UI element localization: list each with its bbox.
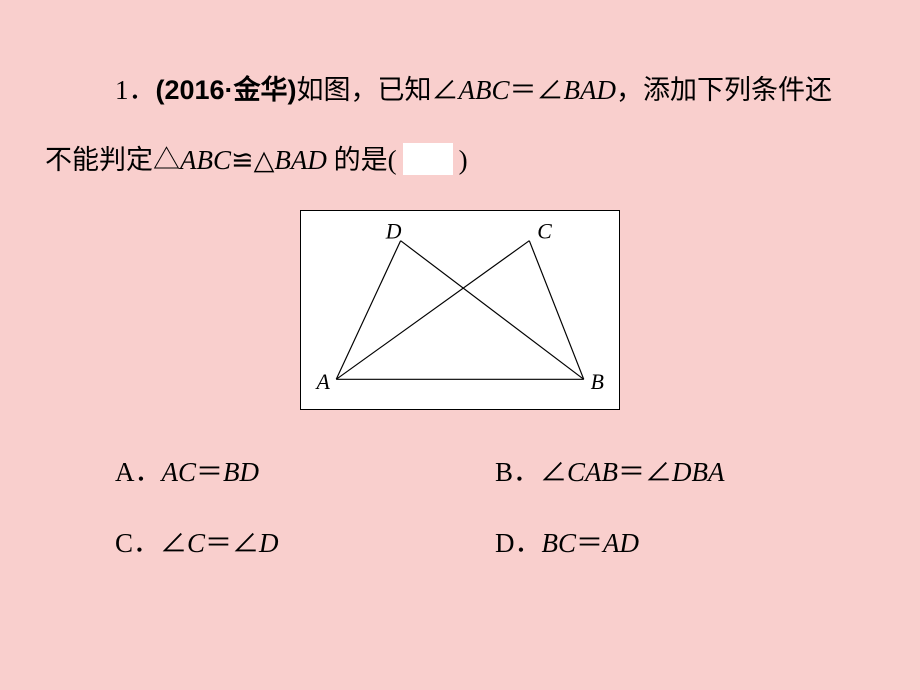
- label-d: D: [385, 220, 402, 244]
- options: A．AC＝BD B．∠CAB＝∠DBA C．∠C＝∠D D．BC＝AD: [115, 450, 875, 592]
- option-b-v1: CAB: [567, 457, 618, 487]
- option-a[interactable]: A．AC＝BD: [115, 450, 495, 489]
- option-d-mid: ＝: [576, 528, 603, 558]
- option-b-letter: B．: [495, 457, 540, 487]
- stem-line2b: 的是(: [327, 145, 397, 175]
- stem-part2: ，添加下列条件还: [616, 75, 832, 105]
- q-source-prefix: (2016·: [156, 75, 234, 105]
- option-a-mid: ＝: [196, 457, 223, 487]
- option-d-letter: D．: [495, 528, 542, 558]
- option-b-v2: DBA: [672, 457, 724, 487]
- q-number: 1．: [115, 75, 156, 105]
- option-a-v1: AC: [162, 457, 197, 487]
- option-row-2: C．∠C＝∠D D．BC＝AD: [115, 521, 875, 560]
- option-d-v1: BC: [542, 528, 577, 558]
- edge-ad: [336, 241, 400, 380]
- stem-line2a: 不能判定△: [45, 145, 180, 175]
- diagram-lines: [336, 241, 584, 380]
- option-b[interactable]: B．∠CAB＝∠DBA: [495, 450, 875, 489]
- option-d-v2: AD: [603, 528, 639, 558]
- option-c-v2: D: [259, 528, 279, 558]
- stem-var2: BAD: [564, 75, 616, 105]
- label-c: C: [537, 220, 552, 244]
- label-b: B: [591, 370, 604, 394]
- stem-close: ): [459, 145, 468, 175]
- stem-cong: ≌: [231, 145, 254, 175]
- page: 1．(2016·金华)如图，已知∠ABC＝∠BAD，添加下列条件还 不能判定△A…: [0, 0, 920, 690]
- answer-blank[interactable]: [403, 143, 453, 175]
- option-c-pre: ∠: [160, 528, 187, 558]
- option-c-letter: C．: [115, 528, 160, 558]
- label-a: A: [314, 370, 330, 394]
- q-source-suffix: ): [288, 75, 297, 105]
- stem-var4: BAD: [274, 145, 326, 175]
- stem-eq: ＝: [510, 75, 537, 105]
- option-c-v1: C: [187, 528, 205, 558]
- edge-ac: [336, 241, 529, 380]
- stem-ang2: ∠: [537, 75, 564, 105]
- option-c-mid: ＝∠: [205, 528, 259, 558]
- option-d[interactable]: D．BC＝AD: [495, 521, 875, 560]
- option-b-pre: ∠: [540, 457, 567, 487]
- q-source-place: 金华: [234, 75, 288, 105]
- triangle-diagram: A B C D: [301, 211, 619, 409]
- stem-var1: ABC: [459, 75, 510, 105]
- stem-part1: 如图，已知∠: [297, 75, 459, 105]
- stem-tri2: △: [254, 145, 275, 175]
- option-b-mid: ＝∠: [618, 457, 672, 487]
- option-row-1: A．AC＝BD B．∠CAB＝∠DBA: [115, 450, 875, 489]
- question-line-1: 1．(2016·金华)如图，已知∠ABC＝∠BAD，添加下列条件还: [115, 70, 832, 111]
- option-a-v2: BD: [223, 457, 259, 487]
- question-line-2: 不能判定△ABC≌△BAD 的是(): [45, 140, 468, 181]
- option-a-letter: A．: [115, 457, 162, 487]
- figure-box: A B C D: [300, 210, 620, 410]
- stem-var3: ABC: [180, 145, 231, 175]
- option-c[interactable]: C．∠C＝∠D: [115, 521, 495, 560]
